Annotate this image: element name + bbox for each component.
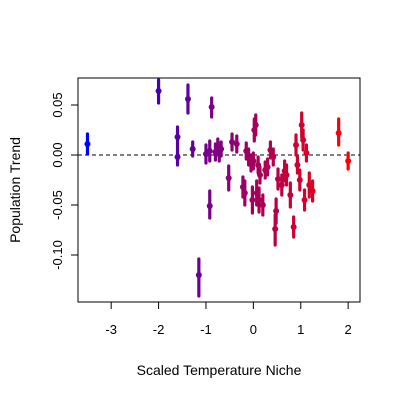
point-marker [195,272,202,278]
data-point [202,143,209,165]
point-marker [270,154,277,160]
point-marker [309,188,316,194]
point-marker [300,137,307,143]
point-marker [293,142,300,148]
point-marker [256,197,263,203]
point-marker [283,172,290,178]
data-point [290,215,297,239]
point-marker [206,203,213,209]
data-point [184,83,191,115]
point-marker [252,122,259,128]
data-point [264,157,271,177]
point-marker [155,88,162,94]
data-point [275,167,282,191]
point-marker [189,146,196,152]
point-marker [290,224,297,230]
x-axis: -3 -2 -1 0 1 2 [105,302,352,337]
data-point [218,140,225,158]
data-point [309,179,316,203]
point-marker [174,134,181,140]
data-point [225,164,232,192]
plot-frame [77,77,361,303]
data-point [300,128,307,152]
point-marker [301,197,308,203]
x-tick-label: 1 [297,322,304,337]
point-marker [84,141,91,147]
point-marker [233,141,240,147]
point-marker [256,172,263,178]
point-marker [306,182,313,188]
x-axis-title: Scaled Temperature Niche [137,362,302,378]
data-point [174,125,181,151]
point-marker [250,158,257,164]
point-marker [335,130,342,136]
data-point [259,193,266,217]
data-point [303,143,310,163]
point-marker [273,208,280,214]
y-axis: -0.10 -0.05 0.00 0.05 [50,92,78,270]
point-marker [174,154,181,160]
data-point [155,78,162,105]
point-marker [294,162,301,168]
data-point [296,168,303,192]
y-tick-label: 0.00 [50,142,65,167]
data-point [335,117,342,147]
data-points [84,78,352,298]
x-tick-label: -1 [200,322,212,337]
data-point [273,197,280,225]
data-point [345,151,352,171]
point-marker [259,202,266,208]
data-point [233,134,240,154]
data-point [189,140,196,158]
y-tick-label: 0.05 [50,92,65,117]
point-marker [278,182,285,188]
data-point [208,96,215,119]
data-point [252,113,259,137]
point-marker [225,175,232,181]
point-marker [345,158,352,164]
point-marker [296,177,303,183]
data-point [249,185,256,215]
point-marker [206,148,213,154]
y-tick-label: -0.10 [50,240,65,270]
data-point [283,163,290,187]
data-point [250,151,257,171]
point-marker [241,190,248,196]
point-marker [298,122,305,128]
x-tick-label: -3 [105,322,117,337]
point-marker [229,139,236,145]
point-marker [303,150,310,156]
data-point [301,188,308,212]
y-tick-label: -0.05 [50,190,65,220]
data-point [174,147,181,167]
data-point [294,155,301,175]
data-point [84,132,91,156]
data-point [241,179,248,207]
x-tick-label: 0 [250,322,257,337]
x-tick-label: 2 [345,322,352,337]
point-marker [275,176,282,182]
point-marker [264,164,271,170]
data-point [270,147,277,167]
point-marker [272,226,279,232]
data-point [229,132,236,152]
data-point [256,165,263,185]
point-marker [218,146,225,152]
data-point [278,173,285,197]
data-point [195,257,202,298]
point-marker [208,104,215,110]
point-marker [249,197,256,203]
point-marker [184,96,191,102]
data-point [206,139,213,163]
data-point [293,133,300,157]
data-point [206,189,213,220]
point-marker [287,192,294,198]
x-tick-label: -2 [153,322,165,337]
data-point [287,181,294,209]
data-point [306,171,313,199]
y-axis-title: Population Trend [7,137,23,243]
data-point [256,186,263,214]
